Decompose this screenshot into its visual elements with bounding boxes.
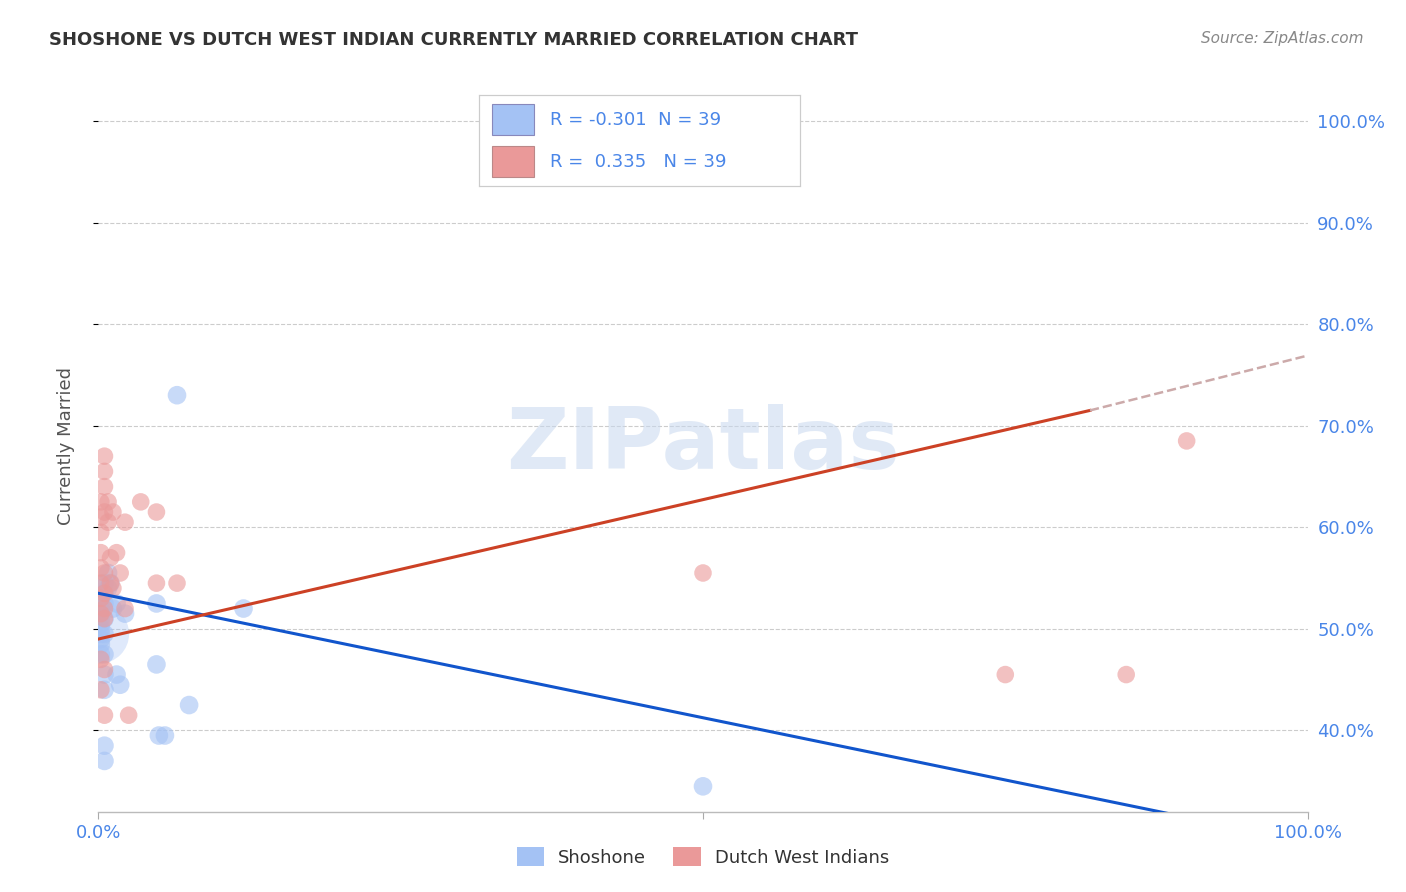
Point (90, 632, 112, 646)
Point (105, 667, 128, 681)
Point (90, 682, 112, 697)
Point (93, 601, 115, 615)
Point (90, 627, 112, 641)
Legend: Shoshone, Dutch West Indians: Shoshone, Dutch West Indians (509, 840, 897, 874)
Point (692, 566, 714, 580)
Point (108, 566, 131, 580)
Point (90, 612, 112, 626)
Text: SHOSHONE VS DUTCH WEST INDIAN CURRENTLY MARRIED CORRELATION CHART: SHOSHONE VS DUTCH WEST INDIAN CURRENTLY … (49, 31, 858, 49)
Point (90, 607, 112, 621)
Point (994, 840, 1017, 855)
Point (90, 616, 112, 631)
Point (93, 647, 115, 661)
Point (90, 647, 112, 661)
Point (93, 739, 115, 753)
Point (93, 464, 115, 478)
Point (93, 586, 115, 600)
Point (93, 754, 115, 768)
Point (101, 581, 124, 595)
Point (145, 576, 167, 591)
Point (129, 495, 152, 509)
Point (145, 597, 167, 611)
Y-axis label: Currently Married: Currently Married (56, 367, 75, 525)
Point (1152, 840, 1174, 855)
Point (90, 607, 112, 621)
Point (994, 667, 1017, 681)
Point (93, 480, 115, 494)
Point (1115, 667, 1137, 681)
Point (93, 612, 115, 626)
Point (145, 657, 167, 672)
Point (101, 601, 124, 615)
Point (232, 601, 254, 615)
Point (145, 505, 167, 519)
Point (90, 546, 112, 560)
Point (93, 627, 115, 641)
Point (97, 581, 120, 595)
Point (93, 449, 115, 463)
Point (93, 663, 115, 677)
Point (90, 601, 112, 615)
Point (89, 627, 111, 641)
Point (105, 546, 128, 560)
Point (153, 729, 176, 743)
Point (100, 550, 122, 565)
Point (105, 597, 128, 611)
Point (90, 591, 112, 606)
Point (118, 708, 141, 723)
Text: ZIPatlas: ZIPatlas (506, 404, 900, 488)
Point (100, 576, 122, 591)
Point (90, 525, 112, 540)
Point (93, 682, 115, 697)
Point (692, 780, 714, 794)
Point (90, 495, 112, 509)
Point (90, 652, 112, 666)
Point (114, 515, 136, 529)
Point (93, 586, 115, 600)
Point (148, 729, 170, 743)
Point (90, 576, 112, 591)
Point (166, 576, 188, 591)
Point (114, 601, 136, 615)
Point (93, 612, 115, 626)
Point (1175, 434, 1198, 448)
Point (93, 576, 115, 591)
Point (100, 576, 122, 591)
Point (166, 388, 188, 402)
Point (90, 561, 112, 575)
Point (90, 591, 112, 606)
Point (179, 698, 201, 712)
Point (114, 607, 136, 621)
Point (93, 505, 115, 519)
Point (93, 708, 115, 723)
Point (108, 678, 131, 692)
Text: Source: ZipAtlas.com: Source: ZipAtlas.com (1201, 31, 1364, 46)
Point (97, 566, 120, 580)
Point (90, 510, 112, 524)
Point (93, 566, 115, 580)
Point (93, 667, 115, 681)
Point (97, 495, 120, 509)
Point (90, 622, 112, 636)
Point (101, 505, 124, 519)
Point (97, 515, 120, 529)
Point (90, 581, 112, 595)
Point (93, 597, 115, 611)
Point (90, 637, 112, 651)
